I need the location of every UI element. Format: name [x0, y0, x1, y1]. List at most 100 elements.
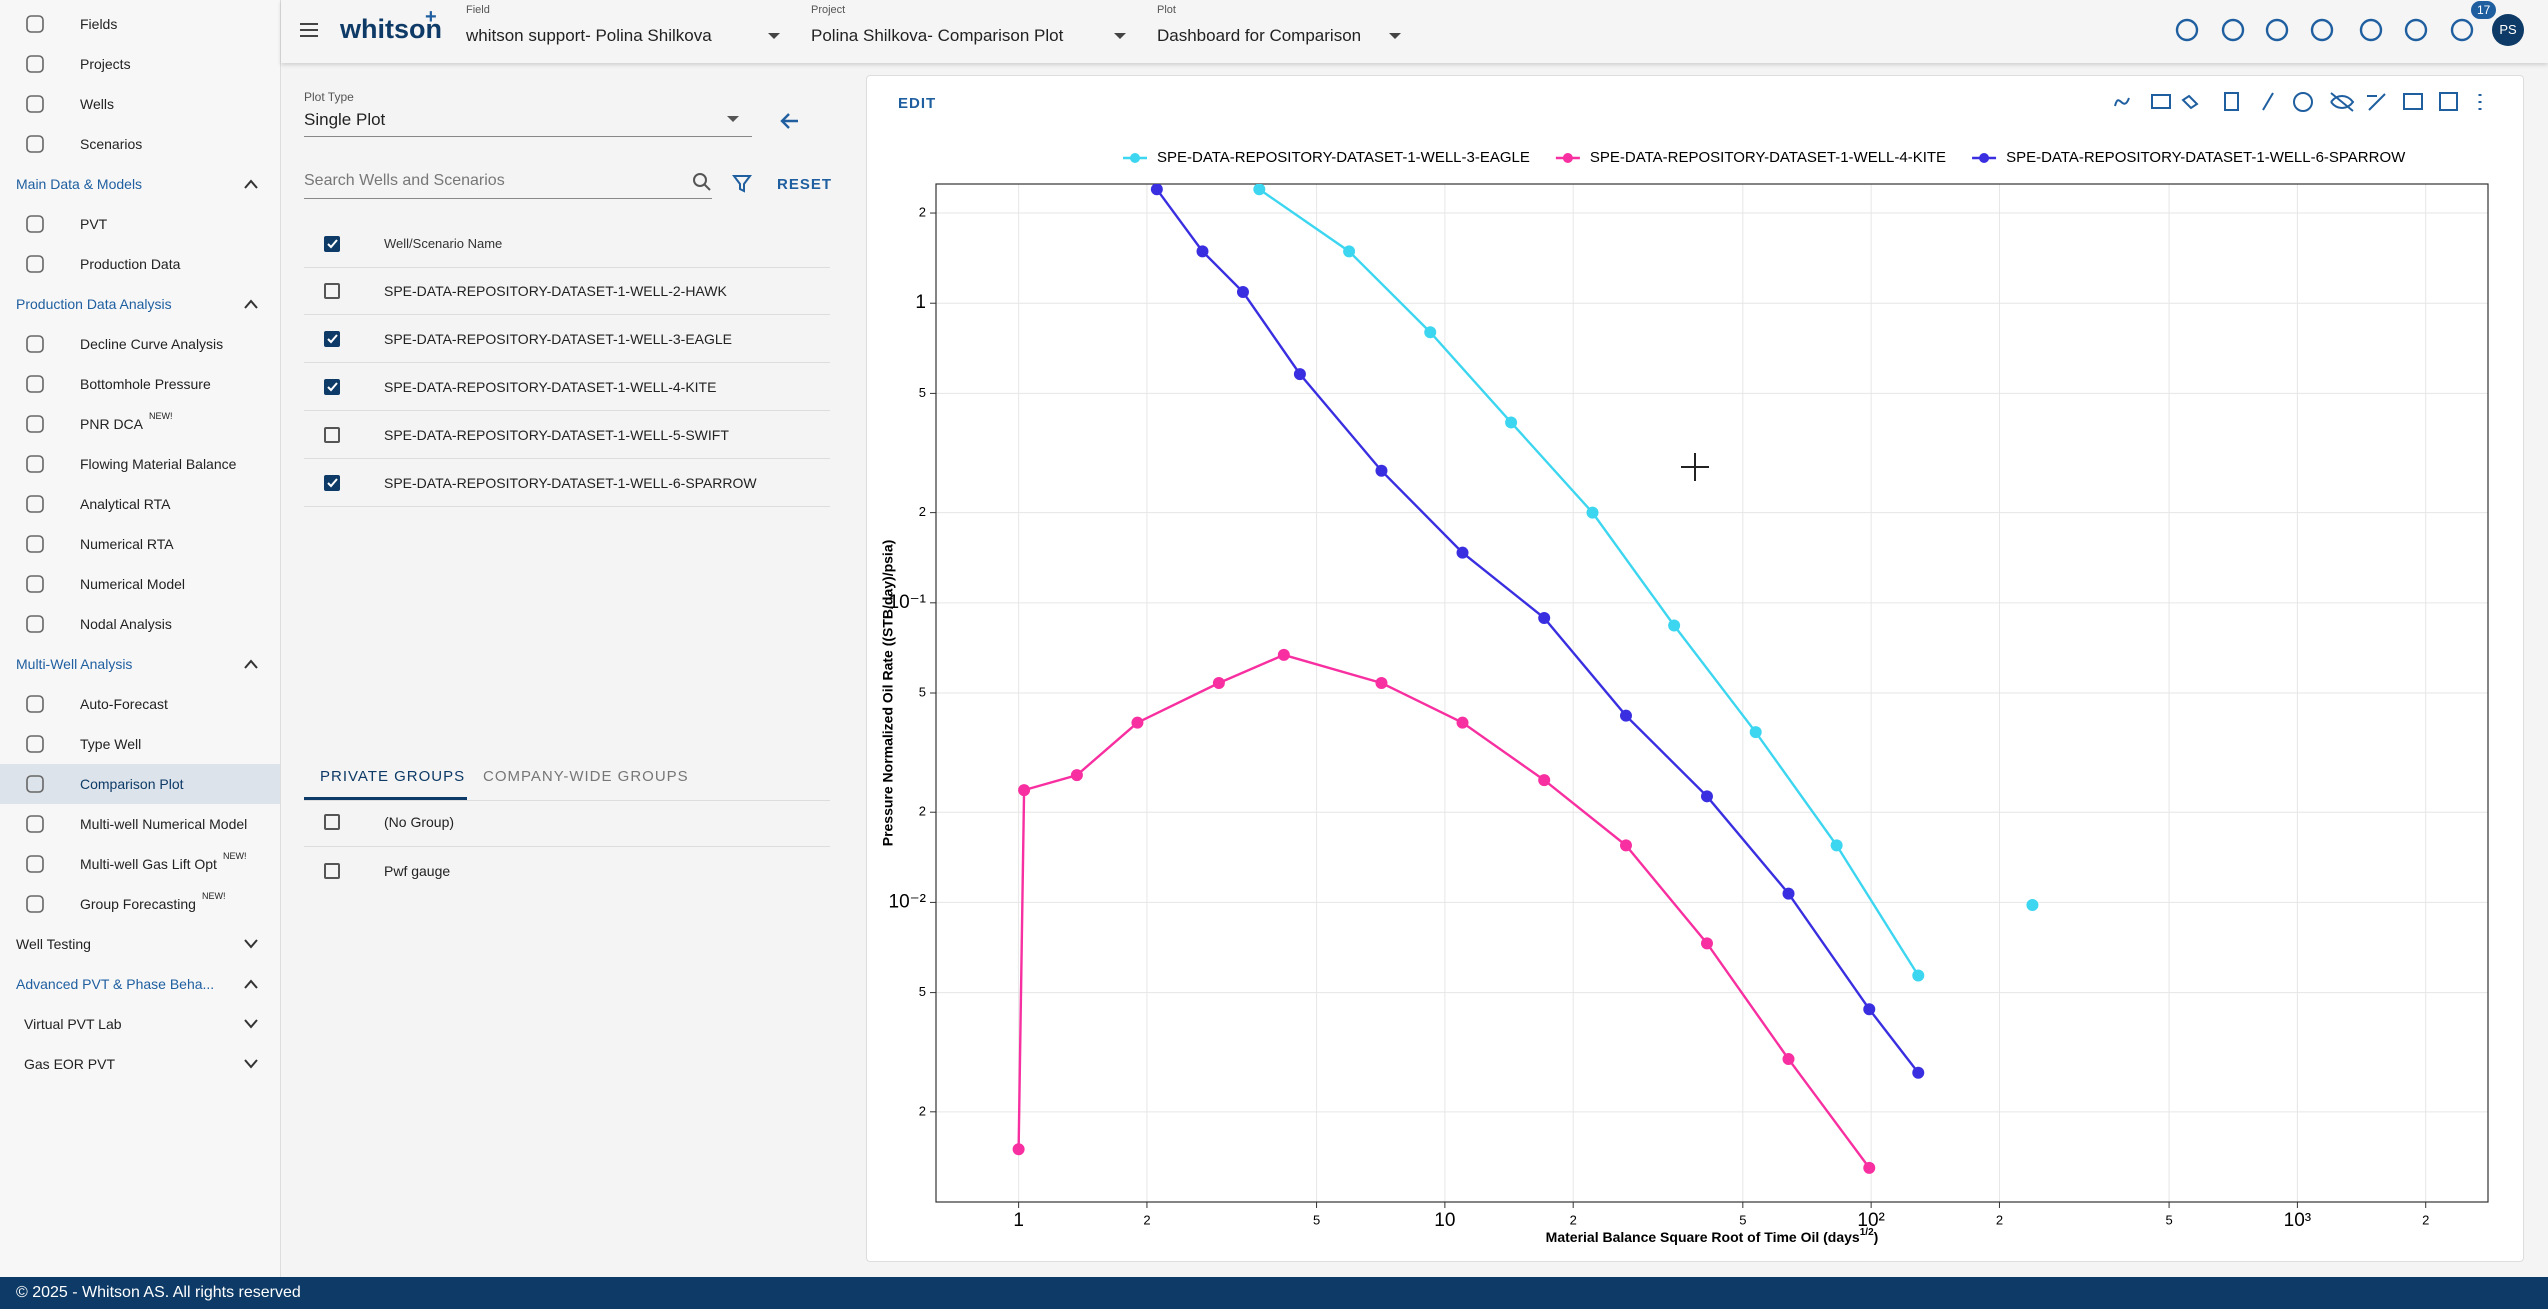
- divider: [304, 314, 830, 315]
- nav-item[interactable]: PNR DCA NEW!: [0, 404, 280, 444]
- tool-icon[interactable]: [2293, 92, 2313, 112]
- section-title: Advanced PVT & Phase Beha...: [16, 976, 215, 992]
- section-header[interactable]: Main Data & Models: [0, 164, 280, 204]
- avatar[interactable]: PS: [2492, 14, 2524, 46]
- nav-item[interactable]: Multi-well Numerical Model: [0, 804, 280, 844]
- nav-item[interactable]: Decline Curve Analysis: [0, 324, 280, 364]
- nav-icon-shape: [26, 495, 44, 513]
- tool-icon[interactable]: [2224, 92, 2239, 111]
- field-value[interactable]: Polina Shilkova- Comparison Plot: [811, 26, 1064, 45]
- toolbar-icon[interactable]: [2449, 17, 2475, 43]
- divider: [304, 458, 830, 459]
- tab[interactable]: PRIVATE GROUPS: [320, 768, 466, 785]
- field-value[interactable]: whitson support- Polina Shilkova: [466, 26, 712, 45]
- section-header[interactable]: Advanced PVT & Phase Beha...: [0, 964, 280, 1004]
- menu-icon[interactable]: [299, 20, 319, 40]
- nav-icon: [26, 735, 44, 753]
- section-header[interactable]: Well Testing: [0, 924, 280, 964]
- edit-button[interactable]: EDIT: [898, 95, 937, 112]
- group-checkbox[interactable]: [324, 863, 340, 879]
- nav-icon-shape: [26, 135, 44, 153]
- field-label: Plot: [1157, 4, 1176, 16]
- chevron-path: [244, 1059, 258, 1069]
- well-checkbox[interactable]: [324, 427, 340, 443]
- toolbar-icon[interactable]: [2309, 17, 2335, 43]
- nav-icon-shape: [26, 575, 44, 593]
- nav-item[interactable]: Production Data: [0, 244, 280, 284]
- toolbar-icon[interactable]: [2358, 17, 2384, 43]
- tool-icon[interactable]: [2403, 93, 2423, 110]
- chevron: [244, 939, 258, 949]
- footer: © 2025 - Whitson AS. All rights reserved: [0, 1277, 2548, 1309]
- nav-item[interactable]: Nodal Analysis: [0, 604, 280, 644]
- nav-icon: [26, 15, 44, 33]
- search-input[interactable]: Search Wells and Scenarios: [304, 172, 712, 199]
- caret: [1389, 33, 1401, 39]
- nav-item[interactable]: Projects: [0, 44, 280, 84]
- reset-button[interactable]: RESET: [777, 176, 833, 193]
- field-label: Project: [811, 4, 846, 16]
- chevron-path: [244, 1019, 258, 1029]
- nav-subsection: Gas EOR PVT: [24, 1056, 116, 1072]
- check-path: [327, 239, 338, 249]
- nav-item[interactable]: Gas EOR PVT: [0, 1044, 280, 1084]
- nav-item[interactable]: Multi-well Gas Lift Opt NEW!: [0, 844, 280, 884]
- nav-icon: [26, 455, 44, 473]
- nav-item[interactable]: Comparison Plot: [0, 764, 280, 804]
- nav-icon-shape: [26, 215, 44, 233]
- nav-item[interactable]: Analytical RTA: [0, 484, 280, 524]
- nav-item[interactable]: Flowing Material Balance: [0, 444, 280, 484]
- tool-icon[interactable]: [2181, 94, 2199, 110]
- section-header[interactable]: Multi-Well Analysis: [0, 644, 280, 684]
- toolbar-icon[interactable]: [2264, 17, 2290, 43]
- nav-label: PNR DCA: [80, 416, 144, 432]
- tool-icon[interactable]: [2114, 97, 2130, 107]
- well-checkbox[interactable]: [324, 379, 340, 395]
- well-checkbox[interactable]: [324, 283, 340, 299]
- divider: [304, 506, 830, 507]
- search-icon[interactable]: [692, 172, 712, 192]
- nav-item[interactable]: Numerical Model: [0, 564, 280, 604]
- well-checkbox[interactable]: [324, 331, 340, 347]
- nav-label: Wells: [80, 96, 114, 112]
- nav-item[interactable]: Group Forecasting NEW!: [0, 884, 280, 924]
- toolbar-icon[interactable]: [2403, 17, 2429, 43]
- tool-icon[interactable]: [2151, 94, 2171, 109]
- group-checkbox[interactable]: [324, 814, 340, 830]
- chevron-path: [244, 979, 258, 989]
- divider: [304, 846, 830, 847]
- tool-icon[interactable]: [2262, 92, 2274, 111]
- well-checkbox[interactable]: [324, 475, 340, 491]
- toolbar-icon[interactable]: [2220, 17, 2246, 43]
- nav-item[interactable]: PVT: [0, 204, 280, 244]
- nav-item[interactable]: Virtual PVT Lab: [0, 1004, 280, 1044]
- back-arrow[interactable]: [778, 110, 800, 132]
- top-bar: whitson + Field whitson support- Polina S…: [281, 0, 2548, 63]
- caret-path: [1389, 33, 1401, 39]
- nav-icon-shape: [26, 335, 44, 353]
- nav-icon: [26, 775, 44, 793]
- filter-icon[interactable]: [732, 174, 752, 194]
- chevron-path: [244, 659, 258, 669]
- chevron-path: [244, 939, 258, 949]
- nav-item[interactable]: Wells: [0, 84, 280, 124]
- nav-label: Numerical Model: [80, 576, 186, 592]
- nav-icon: [26, 615, 44, 633]
- nav-item[interactable]: Auto-Forecast: [0, 684, 280, 724]
- tool-icon[interactable]: [2439, 92, 2458, 111]
- tool-icon[interactable]: [2367, 93, 2386, 111]
- tab[interactable]: COMPANY-WIDE GROUPS: [483, 768, 689, 785]
- nav-icon: [26, 535, 44, 553]
- nav-item[interactable]: Numerical RTA: [0, 524, 280, 564]
- nav-item[interactable]: Fields: [0, 4, 280, 44]
- field-value[interactable]: Dashboard for Comparison: [1157, 26, 1362, 45]
- nav-item[interactable]: Scenarios: [0, 124, 280, 164]
- nav-item[interactable]: Type Well: [0, 724, 280, 764]
- section-header[interactable]: Production Data Analysis: [0, 284, 280, 324]
- toolbar-icon[interactable]: [2174, 17, 2200, 43]
- nav-item[interactable]: Bottomhole Pressure: [0, 364, 280, 404]
- caret-path: [1114, 33, 1126, 39]
- tool-icon[interactable]: [2330, 92, 2355, 112]
- header-checkbox[interactable]: [324, 236, 340, 252]
- plot-type-select[interactable]: Single Plot: [304, 110, 752, 137]
